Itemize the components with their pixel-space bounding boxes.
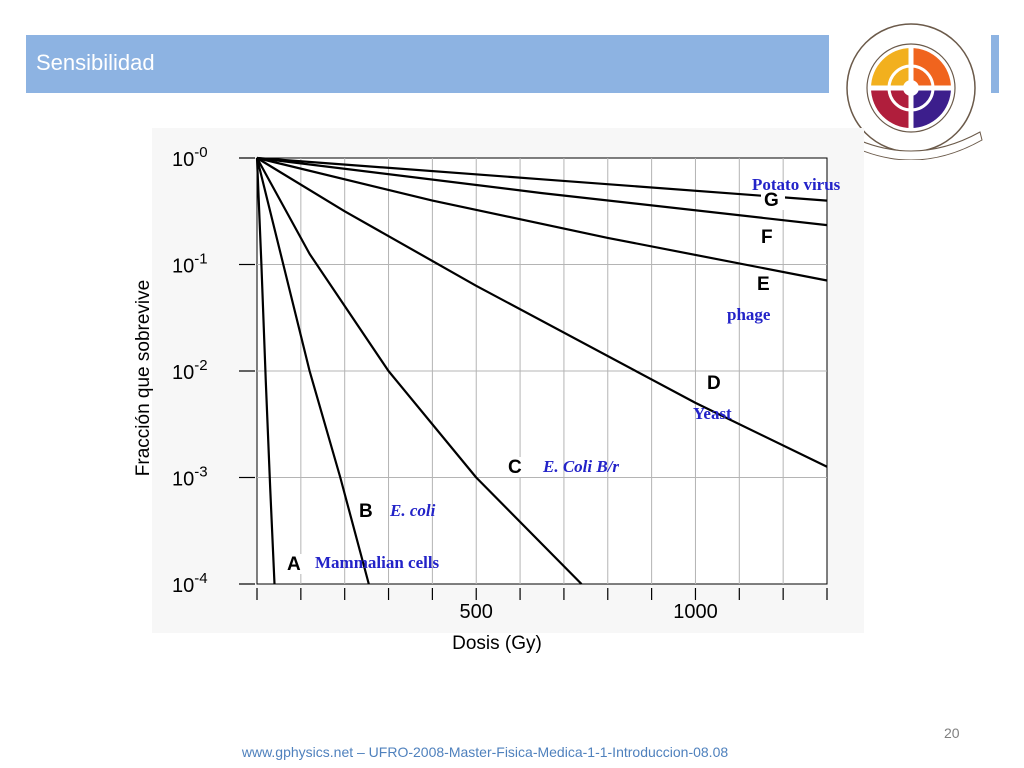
x-axis-label: Dosis (Gy) xyxy=(452,633,542,654)
series-line-d xyxy=(256,157,828,468)
series-labels: A Mammalian cells B E. coli C E. Coli B/r D Yea… xyxy=(284,175,841,575)
series-name-e: phage xyxy=(727,305,771,324)
y-tick-label: 10-2 xyxy=(172,357,208,384)
series-letter-bg xyxy=(505,457,529,477)
title-bar-accent xyxy=(991,35,999,93)
series-line-g xyxy=(256,156,828,202)
y-tick-label: 10-3 xyxy=(172,464,208,491)
slide-number: 20 xyxy=(944,725,960,741)
x-tick-label: 500 xyxy=(460,601,493,623)
series-line-f xyxy=(256,156,828,227)
series-name-b: E. coli xyxy=(389,501,436,520)
y-tick-label: 10-0 xyxy=(172,144,208,171)
series-letter-bg xyxy=(758,227,782,247)
series-letter-bg xyxy=(704,373,728,393)
series-name-g: Potato virus xyxy=(752,175,841,194)
series-line-c xyxy=(256,157,583,585)
series-letter-c: C xyxy=(508,457,522,478)
series-letter-bg xyxy=(754,274,778,294)
series-letter-bg xyxy=(356,501,380,521)
footer-link[interactable]: www.gphysics.net – UFRO-2008-Master-Fisi… xyxy=(241,744,729,760)
title-bar xyxy=(26,35,829,93)
y-tick-label: 10-1 xyxy=(172,251,208,278)
series-letter-e: E xyxy=(757,274,770,295)
x-tick-label: 1000 xyxy=(673,601,718,623)
series-line-a xyxy=(255,157,276,585)
series-name-c: E. Coli B/r xyxy=(542,457,619,476)
slide-title: Sensibilidad xyxy=(36,50,155,75)
series-letter-b: B xyxy=(359,501,373,522)
series-line-e xyxy=(256,156,828,282)
university-seal-icon xyxy=(839,23,983,160)
series-letter-f: F xyxy=(761,227,773,248)
series-letter-d: D xyxy=(707,373,721,394)
series-lines xyxy=(255,156,828,585)
series-letter-a: A xyxy=(287,554,301,575)
series-letter-bg xyxy=(761,190,785,210)
series-line-b xyxy=(255,157,370,585)
x-tick-labels: 500 1000 xyxy=(460,601,718,623)
series-name-a: Mammalian cells xyxy=(315,553,440,572)
axis-ticks xyxy=(239,157,828,600)
series-name-d: Yeast xyxy=(693,404,732,423)
series-letter-g: G xyxy=(764,190,779,211)
y-axis-label: Fracción que sobrevive xyxy=(133,279,154,477)
y-tick-labels: 10-0 10-1 10-2 10-3 10-4 xyxy=(172,144,208,597)
y-tick-label: 10-4 xyxy=(172,570,208,597)
series-letter-bg xyxy=(284,554,308,574)
